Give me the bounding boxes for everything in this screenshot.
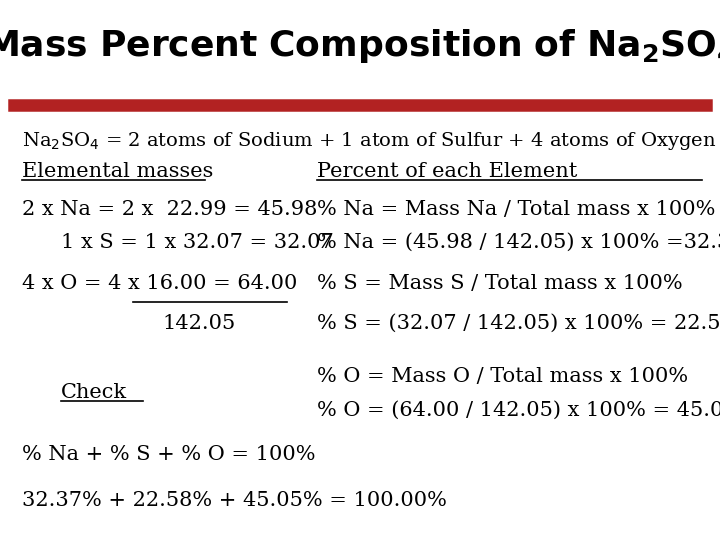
Text: Elemental masses: Elemental masses [22, 162, 213, 181]
Text: % Na = Mass Na / Total mass x 100%: % Na = Mass Na / Total mass x 100% [317, 200, 715, 219]
Text: % Na = (45.98 / 142.05) x 100% =32.37%: % Na = (45.98 / 142.05) x 100% =32.37% [317, 233, 720, 252]
Text: 1 x S = 1 x 32.07 = 32.07: 1 x S = 1 x 32.07 = 32.07 [61, 233, 334, 252]
Text: Na$_2$SO$_4$ = 2 atoms of Sodium + 1 atom of Sulfur + 4 atoms of Oxygen: Na$_2$SO$_4$ = 2 atoms of Sodium + 1 ato… [22, 130, 716, 152]
Text: 32.37% + 22.58% + 45.05% = 100.00%: 32.37% + 22.58% + 45.05% = 100.00% [22, 491, 446, 510]
Text: % O = (64.00 / 142.05) x 100% = 45.05%: % O = (64.00 / 142.05) x 100% = 45.05% [317, 401, 720, 420]
Text: 2 x Na = 2 x  22.99 = 45.98: 2 x Na = 2 x 22.99 = 45.98 [22, 200, 317, 219]
Text: % S = (32.07 / 142.05) x 100% = 22.58%: % S = (32.07 / 142.05) x 100% = 22.58% [317, 314, 720, 333]
Text: $\mathbf{Mass\ Percent\ Composition\ of\ Na_2SO_4}$: $\mathbf{Mass\ Percent\ Composition\ of\… [0, 27, 720, 65]
Text: Check: Check [61, 383, 127, 402]
Text: % O = Mass O / Total mass x 100%: % O = Mass O / Total mass x 100% [317, 367, 688, 386]
Text: % S = Mass S / Total mass x 100%: % S = Mass S / Total mass x 100% [317, 274, 683, 293]
Text: 4 x O = 4 x 16.00 = 64.00: 4 x O = 4 x 16.00 = 64.00 [22, 274, 297, 293]
Text: Percent of each Element: Percent of each Element [317, 162, 577, 181]
Text: 142.05: 142.05 [162, 314, 235, 333]
Text: % Na + % S + % O = 100%: % Na + % S + % O = 100% [22, 446, 315, 464]
